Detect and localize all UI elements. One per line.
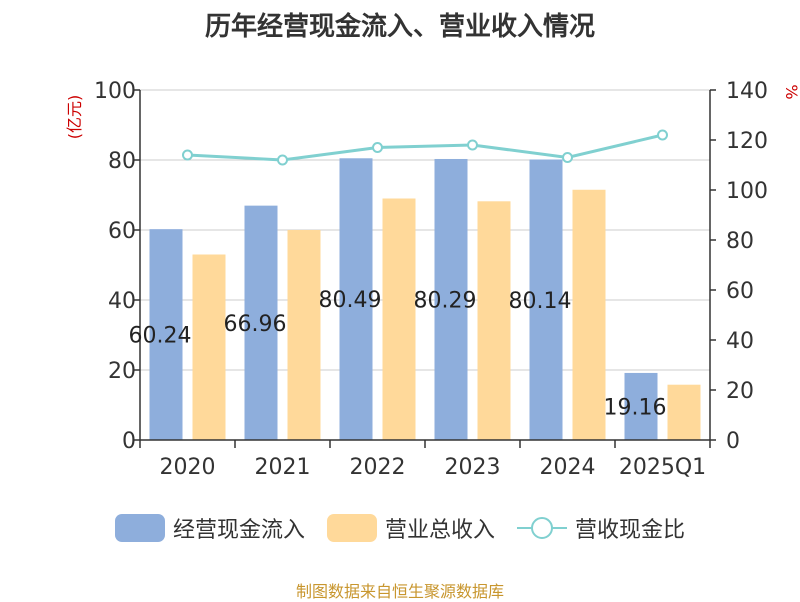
chart-title: 历年经营现金流入、营业收入情况 (204, 12, 595, 42)
left-axis-tick-label: 20 (108, 359, 136, 384)
bar-revenue (667, 384, 701, 440)
x-axis-tick-label: 2025Q1 (619, 455, 706, 480)
legend: 经营现金流入 营业总收入 营收现金比 (0, 512, 800, 544)
bar-cash-inflow (624, 372, 658, 440)
right-axis-tick-label: 40 (726, 329, 754, 354)
bar-revenue (572, 189, 606, 440)
legend-swatch-cash-inflow (114, 514, 165, 542)
left-axis-tick-label: 80 (108, 149, 136, 174)
bar-cash-inflow (434, 158, 468, 441)
legend-label-cash-inflow: 经营现金流入 (172, 518, 305, 543)
legend-swatch-revenue (326, 514, 377, 542)
point-cash-ratio (562, 152, 573, 163)
legend-label-revenue: 营业总收入 (384, 518, 495, 543)
axes: 0 20 40 60 80 100 0 20 40 60 80 100 120 140 2020 2021 20… (94, 79, 768, 480)
point-cash-ratio (277, 154, 288, 166)
bar-revenue (192, 254, 226, 440)
line-cash-ratio (187, 133, 663, 162)
data-label-cash-inflow: 80.29 (414, 288, 477, 313)
right-axis-unit: % (782, 84, 800, 99)
legend-item-revenue[interactable]: 营业总收入 (326, 512, 495, 544)
data-source-note: 制图数据来自恒生聚源数据库 (295, 582, 504, 601)
x-axis-tick-label: 2024 (540, 455, 596, 480)
right-axis-tick-label: 20 (726, 379, 754, 404)
point-cash-ratio (372, 142, 383, 153)
bar-cash-inflow (244, 205, 278, 440)
bar-cash-inflow (339, 158, 373, 440)
bar-revenue (382, 198, 416, 440)
right-axis-tick-label: 100 (726, 179, 768, 204)
x-axis-tick-label: 2021 (255, 455, 311, 480)
grid-lines (140, 89, 710, 371)
left-axis-tick-label: 60 (108, 219, 136, 244)
legend-label-cash-ratio: 营收现金比 (575, 518, 686, 543)
left-axis-tick-label: 0 (122, 429, 136, 454)
x-axis-tick-label: 2022 (350, 455, 406, 480)
bar-revenue (287, 230, 321, 440)
x-axis-tick-label: 2020 (160, 455, 216, 480)
legend-item-cash-inflow[interactable]: 经营现金流入 (114, 512, 305, 544)
legend-swatch-cash-ratio (517, 514, 567, 542)
right-axis-tick-label: 60 (726, 279, 754, 304)
right-axis-tick-label: 140 (726, 79, 768, 104)
data-label-cash-inflow: 80.49 (319, 288, 382, 313)
data-labels: 60.24 66.96 80.49 80.29 80.14 19.16 (129, 288, 667, 420)
data-label-cash-inflow: 80.14 (509, 289, 572, 314)
data-label-cash-inflow: 60.24 (129, 324, 192, 349)
right-axis-tick-label: 120 (726, 129, 768, 154)
data-label-cash-inflow: 66.96 (224, 312, 287, 337)
bar-cash-inflow (529, 159, 563, 440)
bar-revenue (477, 201, 511, 440)
left-axis-unit: (亿元) (65, 95, 84, 140)
point-cash-ratio (657, 129, 668, 141)
point-cash-ratio (182, 149, 193, 161)
line-series (182, 129, 668, 166)
left-axis-tick-label: 40 (108, 289, 136, 314)
point-cash-ratio (467, 139, 478, 151)
legend-item-cash-ratio[interactable]: 营收现金比 (517, 512, 685, 544)
left-axis-tick-label: 100 (94, 79, 136, 104)
x-axis-tick-label: 2023 (445, 455, 501, 480)
right-axis-tick-label: 80 (726, 229, 754, 254)
right-axis-tick-label: 0 (726, 429, 740, 454)
data-label-cash-inflow: 19.16 (604, 395, 667, 420)
bar-cash-inflow (149, 229, 183, 440)
bar-series (149, 158, 701, 441)
